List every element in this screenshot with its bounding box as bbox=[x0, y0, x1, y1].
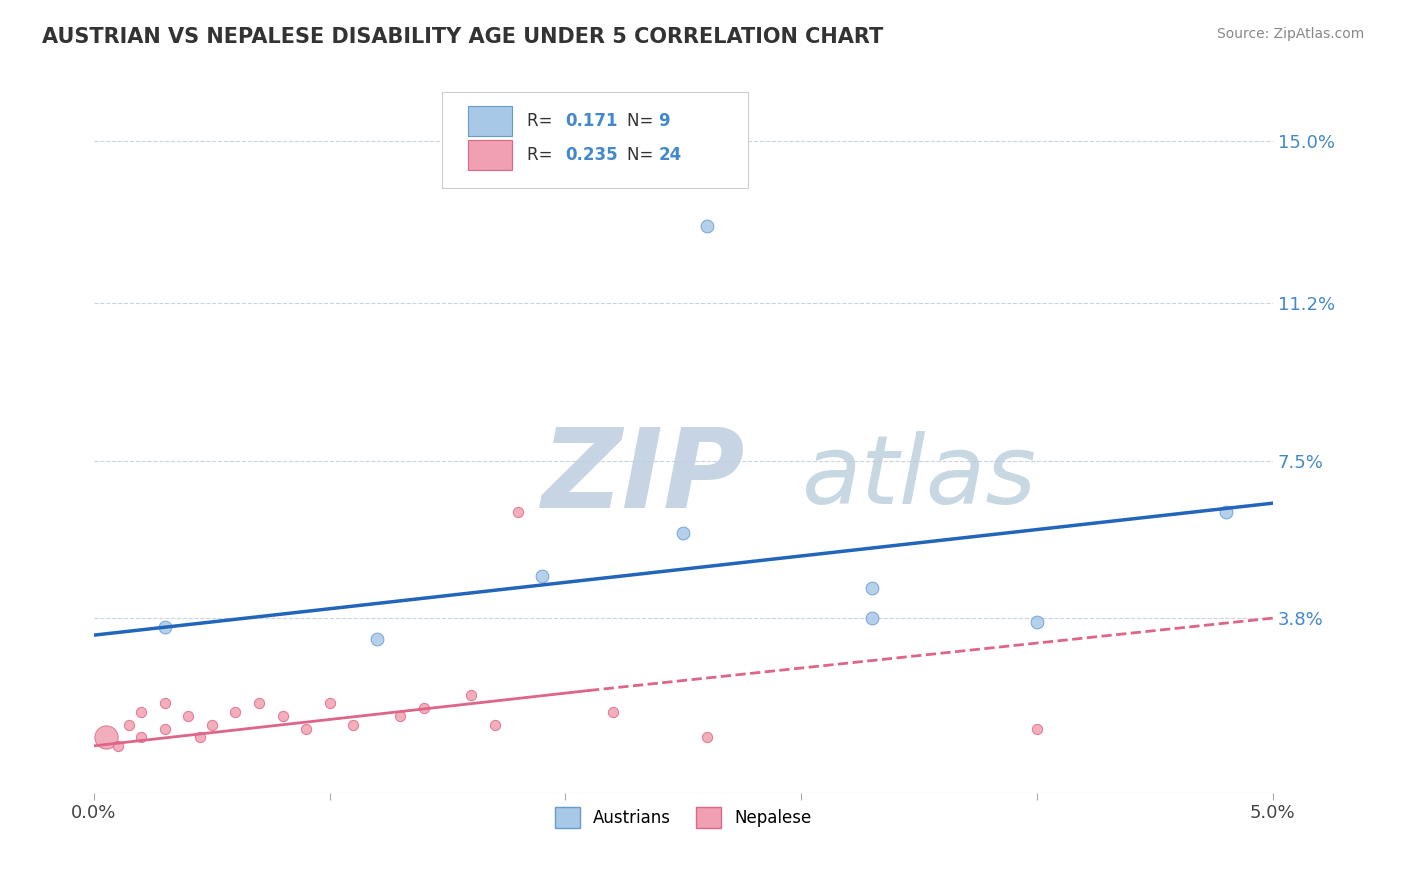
Point bbox=[1026, 722, 1049, 736]
Point bbox=[224, 705, 246, 719]
Point bbox=[1026, 615, 1049, 630]
Point bbox=[153, 696, 176, 710]
Point bbox=[672, 525, 695, 540]
Point bbox=[153, 722, 176, 736]
Text: N=: N= bbox=[627, 112, 658, 130]
Point bbox=[366, 632, 388, 647]
Point bbox=[247, 696, 270, 710]
Point bbox=[696, 731, 718, 745]
Text: R=: R= bbox=[527, 112, 557, 130]
Point bbox=[696, 219, 718, 234]
Point bbox=[508, 505, 530, 519]
Point bbox=[484, 717, 506, 731]
Point bbox=[271, 709, 294, 723]
Point bbox=[129, 705, 152, 719]
Point bbox=[129, 731, 152, 745]
FancyBboxPatch shape bbox=[441, 92, 748, 188]
Point bbox=[530, 568, 553, 582]
Bar bbox=[468, 140, 512, 170]
Point bbox=[107, 739, 129, 753]
Text: 0.235: 0.235 bbox=[565, 146, 619, 164]
Legend: Austrians, Nepalese: Austrians, Nepalese bbox=[548, 801, 818, 834]
Point bbox=[188, 731, 211, 745]
Point bbox=[460, 688, 482, 702]
Point bbox=[201, 717, 224, 731]
Point bbox=[94, 731, 117, 745]
Point bbox=[153, 619, 176, 633]
Point bbox=[177, 709, 200, 723]
Text: 24: 24 bbox=[658, 146, 682, 164]
Bar bbox=[468, 106, 512, 136]
Text: AUSTRIAN VS NEPALESE DISABILITY AGE UNDER 5 CORRELATION CHART: AUSTRIAN VS NEPALESE DISABILITY AGE UNDE… bbox=[42, 27, 883, 46]
Text: R=: R= bbox=[527, 146, 557, 164]
Point bbox=[342, 717, 364, 731]
Point bbox=[118, 717, 141, 731]
Text: Source: ZipAtlas.com: Source: ZipAtlas.com bbox=[1216, 27, 1364, 41]
Point bbox=[413, 700, 436, 714]
Point bbox=[1215, 505, 1237, 519]
Text: ZIP: ZIP bbox=[541, 425, 745, 532]
Point bbox=[860, 582, 883, 596]
Text: 0.171: 0.171 bbox=[565, 112, 619, 130]
Text: 9: 9 bbox=[658, 112, 671, 130]
Text: atlas: atlas bbox=[801, 432, 1036, 524]
Point bbox=[295, 722, 318, 736]
Point bbox=[318, 696, 340, 710]
Text: N=: N= bbox=[627, 146, 658, 164]
Point bbox=[602, 705, 624, 719]
Point bbox=[389, 709, 412, 723]
Point bbox=[860, 611, 883, 625]
